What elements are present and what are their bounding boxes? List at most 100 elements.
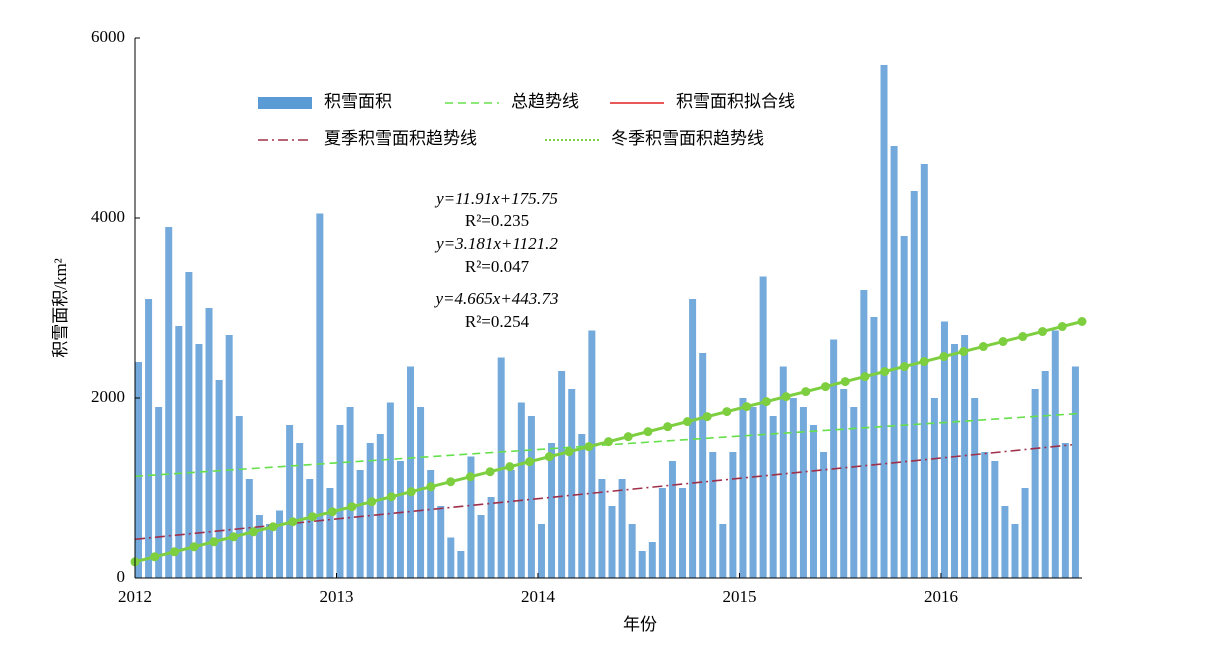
bar: [588, 330, 596, 578]
bar: [568, 389, 576, 578]
bar: [477, 515, 485, 578]
bar: [366, 443, 374, 578]
legend-label: 总趋势线: [511, 92, 579, 111]
bar: [981, 452, 989, 578]
bar: [628, 524, 636, 578]
line-marker: [288, 517, 298, 527]
legend-label: 积雪面积: [324, 92, 392, 111]
line-marker: [426, 482, 436, 492]
bar: [638, 551, 646, 578]
line-marker: [367, 497, 377, 507]
bar: [719, 524, 727, 578]
bar: [880, 65, 888, 578]
bar: [507, 470, 515, 578]
bar: [417, 407, 425, 578]
bar: [175, 326, 183, 578]
line-marker: [564, 447, 574, 457]
line-marker: [702, 412, 712, 422]
x-axis-label: 年份: [623, 615, 657, 634]
bar: [356, 470, 364, 578]
equation: y=11.91x+175.75: [434, 189, 558, 208]
bar: [729, 452, 737, 578]
bar: [467, 456, 475, 578]
bar: [830, 339, 838, 578]
bar: [255, 515, 263, 578]
bar: [235, 416, 243, 578]
bar: [769, 416, 777, 578]
line-marker: [781, 392, 791, 402]
bar: [185, 272, 193, 578]
bar: [1011, 524, 1019, 578]
bar: [1031, 389, 1039, 578]
line-marker: [899, 362, 909, 372]
bar: [578, 434, 586, 578]
x-tick-label: 2016: [924, 587, 958, 606]
x-tick-label: 2012: [118, 587, 152, 606]
bar: [376, 434, 384, 578]
line-marker: [821, 382, 831, 392]
line-marker: [682, 417, 692, 427]
line-marker: [643, 427, 653, 437]
y-tick-label: 6000: [91, 27, 125, 46]
line-marker: [525, 457, 535, 467]
x-tick-label: 2013: [319, 587, 353, 606]
line-marker: [1018, 332, 1028, 342]
bar: [699, 353, 707, 578]
bar: [920, 164, 928, 578]
line-marker: [880, 367, 890, 377]
line-marker: [919, 357, 929, 367]
bar: [558, 371, 566, 578]
line-marker: [939, 352, 949, 362]
y-tick-label: 0: [117, 567, 126, 586]
bar: [1061, 443, 1069, 578]
bar: [668, 461, 676, 578]
line-marker: [505, 462, 515, 472]
line-marker: [604, 437, 613, 447]
equation: y=4.665x+443.73: [433, 289, 558, 308]
bar: [1071, 366, 1079, 578]
equation: R²=0.254: [465, 312, 530, 331]
bar: [799, 407, 807, 578]
line-marker: [169, 547, 179, 557]
x-tick-label: 2014: [521, 587, 556, 606]
bar: [447, 537, 455, 578]
line-marker: [308, 512, 318, 522]
bar: [689, 299, 697, 578]
bar: [900, 236, 908, 578]
bar: [537, 524, 545, 578]
y-tick-label: 4000: [91, 207, 125, 226]
bar: [517, 402, 525, 578]
bar: [396, 461, 404, 578]
equation: y=3.181x+1121.2: [434, 234, 558, 253]
line-marker: [268, 522, 278, 532]
bar: [658, 488, 666, 578]
bar: [991, 461, 999, 578]
bar: [346, 407, 354, 578]
bar: [386, 402, 394, 578]
bar: [336, 425, 344, 578]
line-marker: [347, 502, 357, 512]
bar: [608, 506, 616, 578]
bar: [155, 407, 163, 578]
line-marker: [229, 532, 239, 542]
line-marker: [248, 527, 258, 537]
bar: [195, 344, 203, 578]
x-tick-label: 2015: [722, 587, 756, 606]
line-marker: [406, 487, 416, 497]
bar: [860, 290, 868, 578]
bar: [759, 276, 767, 578]
bar: [306, 479, 314, 578]
bar: [265, 524, 273, 578]
bar: [326, 488, 334, 578]
line-marker: [1057, 322, 1067, 332]
legend-swatch: [258, 97, 312, 109]
line-marker: [386, 492, 396, 502]
line-marker: [742, 402, 752, 412]
bar: [789, 398, 797, 578]
bar: [598, 479, 606, 578]
bar: [971, 398, 979, 578]
line-marker: [446, 477, 456, 487]
bar: [890, 146, 898, 578]
bar: [679, 488, 687, 578]
